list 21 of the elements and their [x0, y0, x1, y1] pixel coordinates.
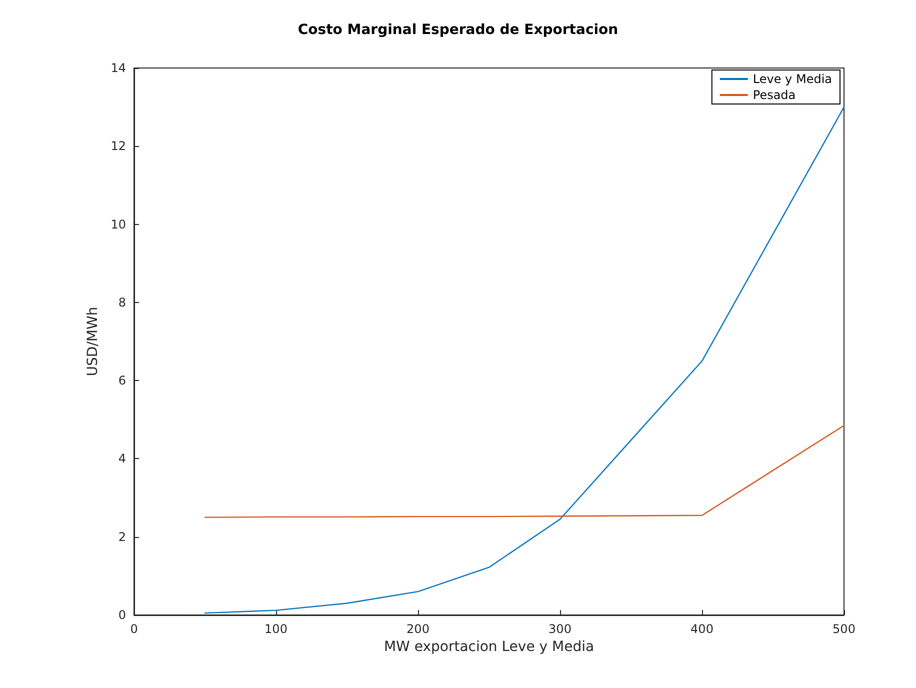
chart-title: Costo Marginal Esperado de Exportacion: [298, 22, 618, 38]
line-series: [204, 424, 845, 518]
y-tick-label: 12: [110, 139, 126, 154]
x-tick-label: 200: [406, 622, 430, 636]
legend-label: Leve y Media: [752, 72, 832, 86]
x-axis-title: MW exportacion Leve y Media: [384, 638, 594, 655]
y-tick-label: 2: [118, 530, 126, 544]
line-series: [204, 106, 845, 614]
x-tick-label: 400: [690, 622, 714, 636]
legend-label: Pesada: [752, 88, 796, 102]
x-tick-label: 100: [264, 622, 288, 636]
y-axis-title: USD/MWh: [84, 306, 101, 376]
y-tick-label: 14: [110, 61, 126, 75]
y-tick-label: 0: [118, 608, 126, 622]
y-tick-label: 8: [118, 295, 126, 310]
y-tick-label: 4: [118, 452, 126, 466]
y-tick-label: 6: [118, 374, 126, 388]
y-tick-label: 10: [110, 217, 126, 232]
x-tick-label: 0: [130, 622, 138, 636]
x-tick-label: 300: [548, 622, 572, 636]
x-tick-label: 500: [832, 622, 856, 636]
